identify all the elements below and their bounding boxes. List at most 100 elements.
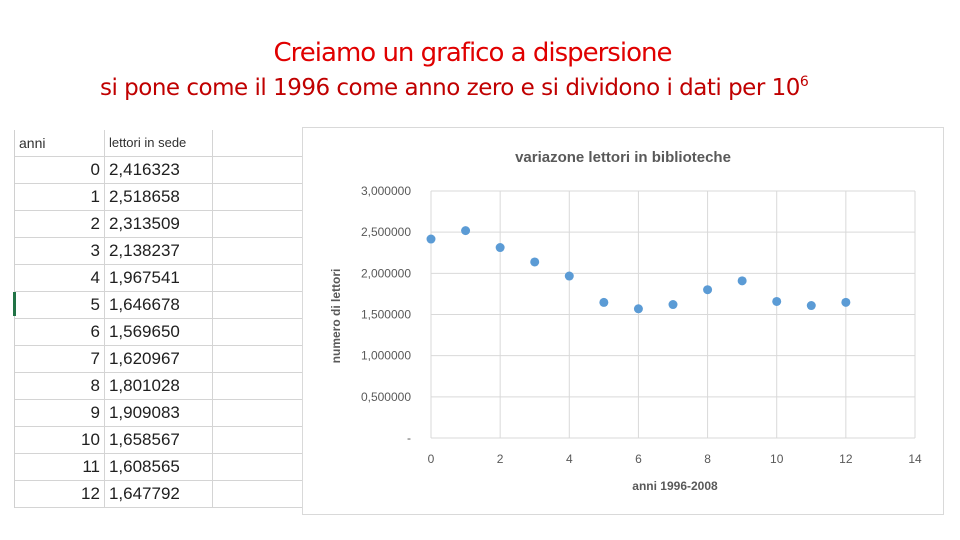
data-point[interactable] xyxy=(772,296,782,306)
x-axis-label: anni 1996-2008 xyxy=(632,479,718,493)
cell-lettori[interactable]: 1,647792 xyxy=(104,480,213,508)
empty-cell[interactable] xyxy=(212,291,305,319)
table-row: 10 1,658567 xyxy=(15,426,305,454)
table-row: 8 1,801028 xyxy=(15,372,305,400)
data-point[interactable] xyxy=(668,300,678,310)
data-point[interactable] xyxy=(461,226,471,236)
data-table: anni lettori in sede 0 2,416323 1 2,518658 2… xyxy=(15,130,305,508)
data-point[interactable] xyxy=(737,276,747,286)
subtitle-exponent: 6 xyxy=(799,74,809,90)
cell-lettori[interactable]: 2,518658 xyxy=(104,183,213,211)
table-row: 9 1,909083 xyxy=(15,399,305,427)
table-row: 1 2,518658 xyxy=(15,183,305,211)
empty-cell[interactable] xyxy=(212,345,305,373)
y-axis-ticks: - 0,500000 1,000000 1,500000 2,000000 2,50000… xyxy=(361,184,411,445)
cell-lettori[interactable]: 2,416323 xyxy=(104,156,213,184)
data-point[interactable] xyxy=(841,297,851,307)
x-tick-label: 8 xyxy=(704,452,711,466)
data-point[interactable] xyxy=(426,234,436,244)
table-row: 2 2,313509 xyxy=(15,210,305,238)
chart-title: variazone lettori in biblioteche xyxy=(515,149,731,166)
cell-anni[interactable]: 8 xyxy=(15,372,105,400)
cell-anni[interactable]: 9 xyxy=(15,399,105,427)
x-tick-label: 12 xyxy=(839,452,853,466)
x-axis-ticks: 0 2 4 6 8 10 12 14 xyxy=(428,452,922,466)
x-tick-label: 4 xyxy=(566,452,573,466)
y-tick-label: - xyxy=(407,431,411,445)
empty-cell[interactable] xyxy=(212,210,305,238)
row-selection-marker xyxy=(13,292,16,316)
data-point[interactable] xyxy=(495,243,505,253)
x-tick-label: 10 xyxy=(770,452,784,466)
table-row: 11 1,608565 xyxy=(15,453,305,481)
data-point[interactable] xyxy=(530,257,540,267)
empty-cell[interactable] xyxy=(212,318,305,346)
x-tick-label: 6 xyxy=(635,452,642,466)
empty-cell[interactable] xyxy=(212,426,305,454)
cell-anni[interactable]: 5 xyxy=(15,291,105,319)
cell-lettori[interactable]: 1,569650 xyxy=(104,318,213,346)
slide-title: Creiamo un grafico a dispersione xyxy=(273,38,673,68)
chart-svg: variazone lettori in biblioteche - 0,5000… xyxy=(329,149,922,493)
y-axis-label: numero di lettori xyxy=(329,269,343,364)
table-row: 0 2,416323 xyxy=(15,156,305,184)
data-point[interactable] xyxy=(633,304,643,314)
cell-anni[interactable]: 12 xyxy=(15,480,105,508)
spreadsheet: anni lettori in sede 0 2,416323 1 2,518658 2… xyxy=(13,130,305,508)
y-tick-label: 3,000000 xyxy=(361,184,411,198)
cell-lettori[interactable]: 1,646678 xyxy=(104,291,213,319)
cell-anni[interactable]: 10 xyxy=(15,426,105,454)
y-tick-label: 1,500000 xyxy=(361,308,411,322)
table-row: 6 1,569650 xyxy=(15,318,305,346)
cell-anni[interactable]: 11 xyxy=(15,453,105,481)
empty-cell[interactable] xyxy=(212,237,305,265)
data-point[interactable] xyxy=(806,301,816,311)
empty-cell[interactable] xyxy=(212,183,305,211)
subtitle-text: si pone come il 1996 come anno zero e si… xyxy=(100,75,800,101)
table-row: 5 1,646678 xyxy=(15,291,305,319)
data-points xyxy=(426,226,851,314)
header-row: anni lettori in sede xyxy=(15,130,305,157)
x-tick-label: 2 xyxy=(497,452,504,466)
empty-cell[interactable] xyxy=(212,130,305,157)
empty-cell[interactable] xyxy=(212,372,305,400)
table-row: 4 1,967541 xyxy=(15,264,305,292)
cell-lettori[interactable]: 1,967541 xyxy=(104,264,213,292)
cell-lettori[interactable]: 2,313509 xyxy=(104,210,213,238)
cell-anni[interactable]: 6 xyxy=(15,318,105,346)
cell-lettori[interactable]: 1,801028 xyxy=(104,372,213,400)
x-tick-label: 14 xyxy=(908,452,922,466)
table-row: 12 1,647792 xyxy=(15,480,305,508)
table-row: 3 2,138237 xyxy=(15,237,305,265)
cell-anni[interactable]: 7 xyxy=(15,345,105,373)
empty-cell[interactable] xyxy=(212,264,305,292)
slide-subtitle: si pone come il 1996 come anno zero e si… xyxy=(100,74,809,101)
y-tick-label: 1,000000 xyxy=(361,349,411,363)
y-tick-label: 0,500000 xyxy=(361,390,411,404)
cell-anni[interactable]: 3 xyxy=(15,237,105,265)
y-tick-label: 2,500000 xyxy=(361,225,411,239)
column-header-anni[interactable]: anni xyxy=(15,130,105,157)
y-tick-label: 2,000000 xyxy=(361,266,411,280)
table-row: 7 1,620967 xyxy=(15,345,305,373)
x-tick-label: 0 xyxy=(428,452,435,466)
data-point[interactable] xyxy=(564,271,574,281)
cell-lettori[interactable]: 2,138237 xyxy=(104,237,213,265)
empty-cell[interactable] xyxy=(212,453,305,481)
cell-anni[interactable]: 2 xyxy=(15,210,105,238)
scatter-chart[interactable]: variazone lettori in biblioteche - 0,5000… xyxy=(302,127,944,515)
data-point[interactable] xyxy=(599,297,609,307)
cell-anni[interactable]: 1 xyxy=(15,183,105,211)
empty-cell[interactable] xyxy=(212,156,305,184)
column-header-lettori[interactable]: lettori in sede xyxy=(104,130,213,157)
gridlines xyxy=(430,190,916,439)
empty-cell[interactable] xyxy=(212,480,305,508)
data-point[interactable] xyxy=(703,285,713,295)
cell-lettori[interactable]: 1,658567 xyxy=(104,426,213,454)
cell-lettori[interactable]: 1,608565 xyxy=(104,453,213,481)
cell-anni[interactable]: 4 xyxy=(15,264,105,292)
empty-cell[interactable] xyxy=(212,399,305,427)
cell-lettori[interactable]: 1,620967 xyxy=(104,345,213,373)
cell-anni[interactable]: 0 xyxy=(15,156,105,184)
cell-lettori[interactable]: 1,909083 xyxy=(104,399,213,427)
